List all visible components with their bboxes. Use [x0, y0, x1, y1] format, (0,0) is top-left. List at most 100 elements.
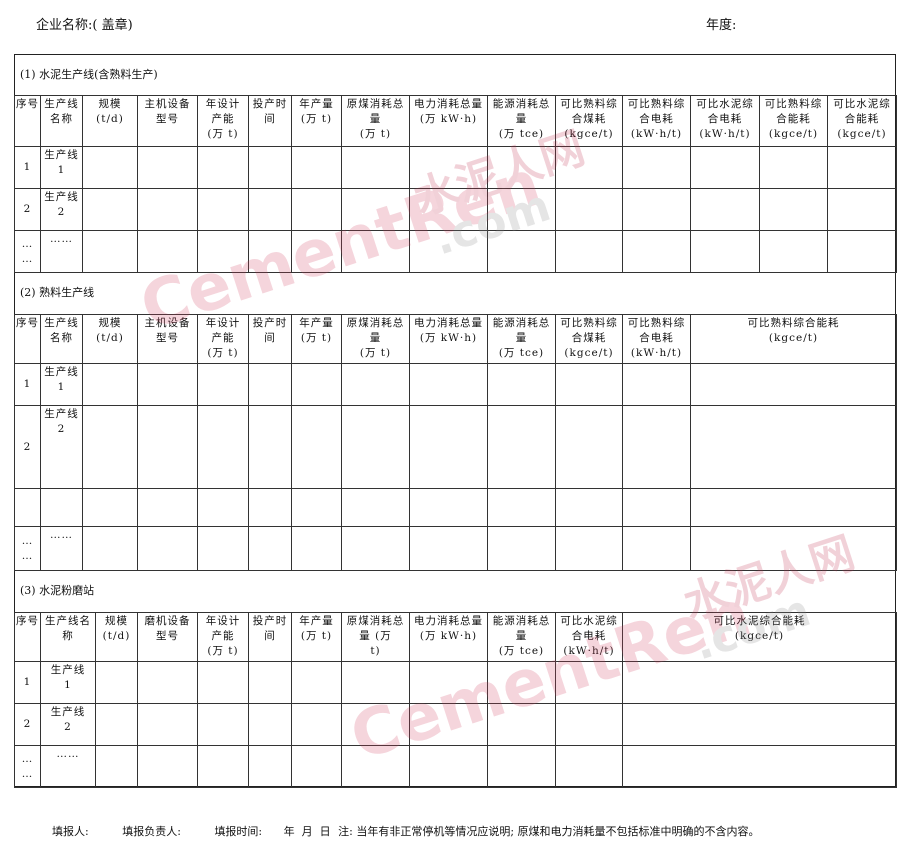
input-cell[interactable]	[248, 146, 292, 189]
input-cell[interactable]	[248, 745, 292, 788]
input-cell[interactable]	[197, 405, 249, 489]
input-cell[interactable]	[622, 363, 691, 406]
input-cell[interactable]	[197, 188, 249, 231]
input-cell[interactable]	[137, 488, 198, 527]
input-cell[interactable]	[197, 526, 249, 571]
input-cell[interactable]	[197, 230, 249, 273]
input-cell[interactable]	[555, 661, 623, 704]
input-cell[interactable]	[555, 188, 623, 231]
input-cell[interactable]	[197, 703, 249, 746]
input-cell[interactable]	[690, 146, 760, 189]
input-cell[interactable]	[341, 745, 410, 788]
input-cell[interactable]	[82, 188, 138, 231]
input-cell[interactable]	[409, 363, 488, 406]
input-cell[interactable]	[197, 488, 249, 527]
input-cell[interactable]	[827, 146, 897, 189]
input-cell[interactable]	[248, 526, 292, 571]
input-cell[interactable]	[622, 188, 691, 231]
input-cell[interactable]	[487, 488, 556, 527]
input-cell[interactable]	[759, 146, 828, 189]
input-cell[interactable]	[487, 188, 556, 231]
input-cell[interactable]	[409, 405, 488, 489]
input-cell[interactable]	[82, 363, 138, 406]
input-cell[interactable]	[248, 703, 292, 746]
input-cell[interactable]	[622, 230, 691, 273]
input-cell[interactable]	[409, 745, 488, 788]
input-cell[interactable]	[137, 230, 198, 273]
input-cell[interactable]	[690, 363, 897, 406]
input-cell[interactable]	[82, 405, 138, 489]
input-cell[interactable]	[827, 230, 897, 273]
input-cell[interactable]	[759, 188, 828, 231]
input-cell[interactable]	[137, 363, 198, 406]
input-cell[interactable]	[622, 745, 897, 788]
input-cell[interactable]	[690, 188, 760, 231]
input-cell[interactable]	[82, 488, 138, 527]
input-cell[interactable]	[248, 488, 292, 527]
input-cell[interactable]	[291, 661, 342, 704]
input-cell[interactable]	[555, 146, 623, 189]
input-cell[interactable]	[622, 405, 691, 489]
input-cell[interactable]	[487, 703, 556, 746]
input-cell[interactable]	[487, 146, 556, 189]
input-cell[interactable]	[690, 526, 897, 571]
input-cell[interactable]	[409, 188, 488, 231]
input-cell[interactable]	[555, 363, 623, 406]
input-cell[interactable]	[555, 405, 623, 489]
input-cell[interactable]	[291, 745, 342, 788]
input-cell[interactable]	[248, 661, 292, 704]
input-cell[interactable]	[291, 488, 342, 527]
input-cell[interactable]	[248, 363, 292, 406]
input-cell[interactable]	[291, 363, 342, 406]
input-cell[interactable]	[82, 526, 138, 571]
input-cell[interactable]	[197, 661, 249, 704]
input-cell[interactable]	[690, 488, 897, 527]
input-cell[interactable]	[409, 661, 488, 704]
input-cell[interactable]	[487, 363, 556, 406]
input-cell[interactable]	[487, 230, 556, 273]
input-cell[interactable]	[341, 405, 410, 489]
input-cell[interactable]	[291, 188, 342, 231]
input-cell[interactable]	[248, 405, 292, 489]
input-cell[interactable]	[690, 230, 760, 273]
input-cell[interactable]	[409, 526, 488, 571]
input-cell[interactable]	[827, 188, 897, 231]
input-cell[interactable]	[341, 146, 410, 189]
input-cell[interactable]	[690, 405, 897, 489]
input-cell[interactable]	[197, 146, 249, 189]
input-cell[interactable]	[137, 146, 198, 189]
input-cell[interactable]	[341, 661, 410, 704]
input-cell[interactable]	[248, 230, 292, 273]
input-cell[interactable]	[622, 488, 691, 527]
input-cell[interactable]	[137, 703, 198, 746]
input-cell[interactable]	[341, 703, 410, 746]
input-cell[interactable]	[95, 745, 138, 788]
input-cell[interactable]	[555, 230, 623, 273]
input-cell[interactable]	[409, 488, 488, 527]
input-cell[interactable]	[197, 745, 249, 788]
input-cell[interactable]	[341, 188, 410, 231]
input-cell[interactable]	[291, 230, 342, 273]
input-cell[interactable]	[248, 188, 292, 231]
input-cell[interactable]	[95, 661, 138, 704]
input-cell[interactable]	[137, 745, 198, 788]
input-cell[interactable]	[137, 526, 198, 571]
input-cell[interactable]	[622, 526, 691, 571]
input-cell[interactable]	[622, 703, 897, 746]
input-cell[interactable]	[409, 703, 488, 746]
input-cell[interactable]	[82, 230, 138, 273]
input-cell[interactable]	[341, 230, 410, 273]
input-cell[interactable]	[487, 745, 556, 788]
input-cell[interactable]	[487, 526, 556, 571]
input-cell[interactable]	[341, 363, 410, 406]
input-cell[interactable]	[759, 230, 828, 273]
input-cell[interactable]	[409, 146, 488, 189]
input-cell[interactable]	[341, 488, 410, 527]
input-cell[interactable]	[137, 188, 198, 231]
input-cell[interactable]	[555, 745, 623, 788]
input-cell[interactable]	[622, 146, 691, 189]
input-cell[interactable]	[409, 230, 488, 273]
input-cell[interactable]	[137, 405, 198, 489]
input-cell[interactable]	[291, 703, 342, 746]
input-cell[interactable]	[341, 526, 410, 571]
